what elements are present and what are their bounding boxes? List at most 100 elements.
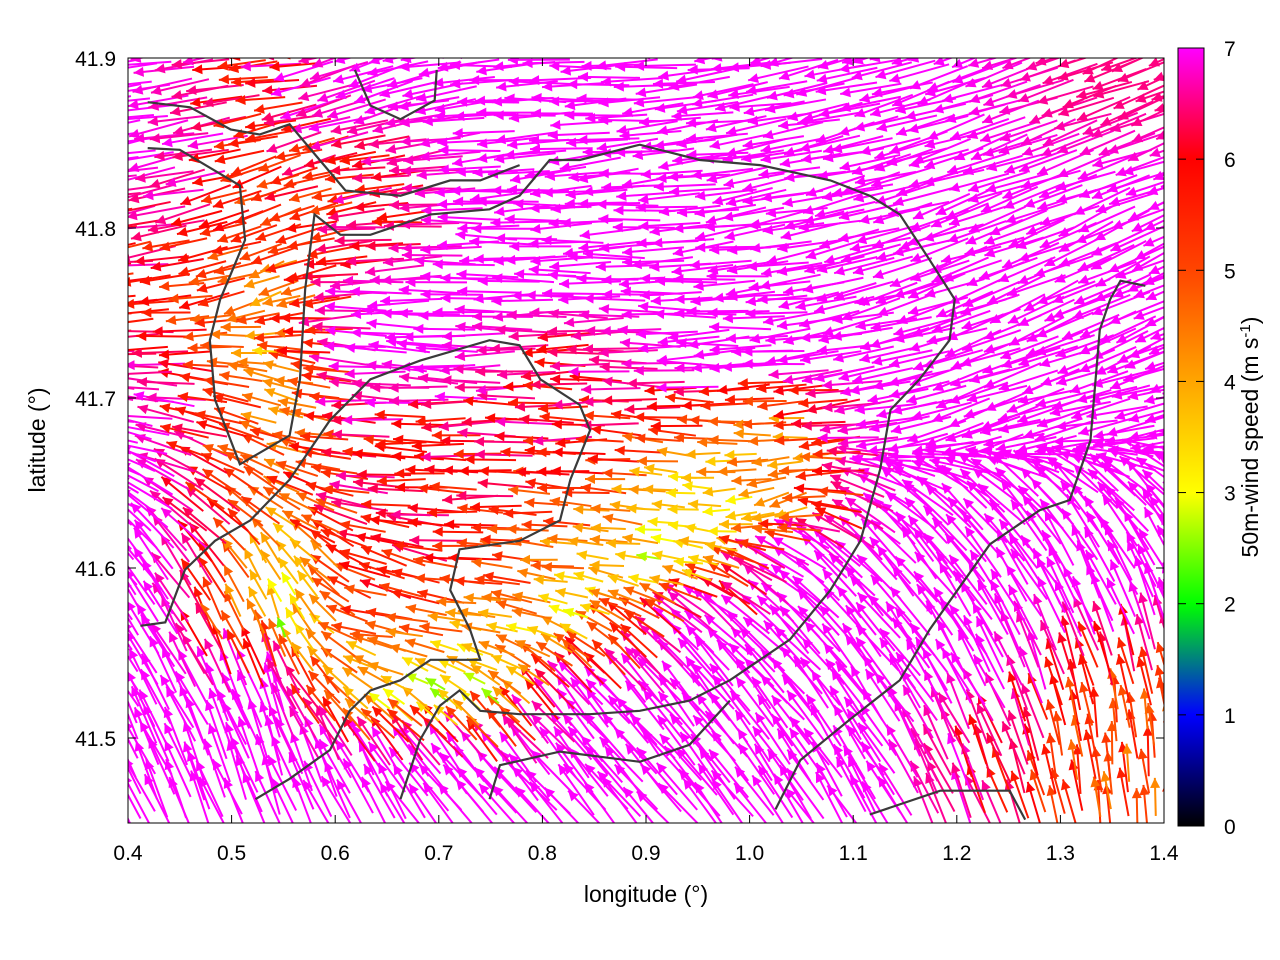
- vector-arrow: [832, 724, 866, 780]
- vector-arrow: [414, 657, 447, 674]
- vector-arrow: [284, 607, 301, 634]
- vector-arrow: [532, 39, 594, 49]
- vector-arrow: [242, 638, 264, 687]
- vector-arrow: [553, 571, 585, 582]
- vector-arrow: [517, 663, 550, 686]
- vector-arrow: [180, 558, 212, 601]
- vector-arrow: [901, 706, 932, 761]
- vector-arrow: [585, 678, 631, 725]
- vector-arrow: [185, 486, 231, 525]
- vector-arrow: [505, 665, 535, 685]
- vector-arrow: [849, 575, 894, 622]
- vector-arrow: [658, 582, 702, 601]
- vector-arrow: [737, 742, 776, 795]
- vector-arrow: [766, 748, 804, 801]
- vector-arrow: [445, 705, 478, 741]
- vector-arrow: [828, 552, 876, 597]
- vector-arrow: [734, 766, 775, 816]
- vector-arrow: [224, 583, 242, 617]
- vector-arrow: [259, 677, 281, 738]
- vector-arrow: [413, 323, 476, 334]
- vector-arrow: [975, 615, 1005, 673]
- vector-arrow: [1076, 385, 1138, 404]
- vector-arrow: [819, 604, 863, 653]
- vector-arrow: [339, 548, 387, 565]
- vector-arrow: [439, 674, 467, 694]
- vector-arrow: [948, 604, 988, 656]
- vector-arrow: [946, 672, 970, 730]
- vector-arrow: [356, 716, 391, 766]
- vector-arrow: [1072, 744, 1083, 795]
- vector-arrow: [349, 629, 393, 640]
- vector-arrow: [320, 528, 367, 548]
- vector-arrow: [166, 440, 214, 461]
- vector-arrow: [815, 771, 844, 823]
- vector-arrow: [1039, 619, 1065, 675]
- vector-arrow: [154, 41, 213, 51]
- vector-arrow: [1001, 720, 1026, 775]
- vector-arrow: [555, 587, 589, 599]
- vector-arrow: [585, 473, 626, 484]
- vector-arrow: [128, 573, 138, 586]
- vector-arrow: [533, 574, 568, 585]
- vector-arrow: [753, 743, 788, 798]
- vector-arrow: [496, 44, 558, 54]
- vector-arrow: [385, 612, 429, 623]
- vector-arrow: [638, 582, 676, 605]
- vector-arrow: [477, 608, 513, 619]
- vector-arrow: [87, 601, 117, 655]
- vector-arrow: [692, 714, 736, 762]
- vector-arrow: [976, 702, 1003, 757]
- vector-arrow: [62, 428, 120, 452]
- vector-arrow: [317, 621, 358, 641]
- vector-arrow: [492, 784, 529, 823]
- vector-arrow: [766, 245, 828, 265]
- vector-arrow: [578, 58, 579, 59]
- vector-arrow: [573, 571, 604, 583]
- vector-arrow: [427, 611, 464, 622]
- vector-arrow: [1154, 664, 1164, 698]
- y-tick-label: 41.8: [75, 218, 116, 241]
- vector-arrow: [976, 579, 1009, 635]
- vector-arrow: [58, 312, 116, 322]
- vector-arrow: [681, 472, 715, 483]
- vector-arrow: [655, 41, 717, 52]
- vector-arrow: [71, 329, 121, 339]
- vector-arrow: [220, 322, 262, 333]
- vector-arrow: [318, 705, 353, 756]
- vector-arrow: [78, 500, 121, 545]
- vector-arrow: [278, 633, 301, 675]
- vector-arrow: [587, 454, 640, 465]
- vector-arrow: [550, 466, 604, 477]
- vector-arrow: [1006, 79, 1064, 99]
- vector-arrow: [431, 430, 481, 441]
- vector-arrow: [1203, 701, 1213, 740]
- vector-arrow: [1137, 748, 1151, 794]
- vector-arrow: [913, 775, 934, 823]
- vector-arrow: [776, 728, 812, 782]
- vector-arrow: [76, 489, 121, 531]
- vector-arrow: [538, 593, 568, 605]
- vector-arrow: [1060, 779, 1077, 823]
- vector-arrow: [1139, 58, 1141, 59]
- vector-arrow: [694, 58, 716, 65]
- x-tick-label: 0.6: [321, 842, 350, 865]
- vector-arrow: [128, 544, 132, 550]
- vector-arrow: [128, 723, 157, 775]
- vector-arrow: [263, 387, 299, 403]
- vector-arrow: [1018, 646, 1043, 704]
- vector-arrow: [66, 360, 120, 370]
- vector-arrow: [60, 87, 122, 97]
- vector-arrow: [677, 637, 720, 686]
- vector-arrow: [894, 606, 936, 657]
- vector-arrow: [638, 192, 700, 205]
- vector-arrow: [128, 114, 155, 119]
- vector-arrow: [490, 654, 522, 670]
- vector-arrow: [237, 716, 260, 776]
- vector-arrow: [368, 58, 387, 65]
- vector-arrow: [307, 564, 340, 596]
- vector-arrow: [457, 286, 520, 297]
- vector-arrow: [856, 592, 901, 639]
- vector-arrow: [662, 564, 698, 580]
- vector-arrow: [390, 589, 440, 605]
